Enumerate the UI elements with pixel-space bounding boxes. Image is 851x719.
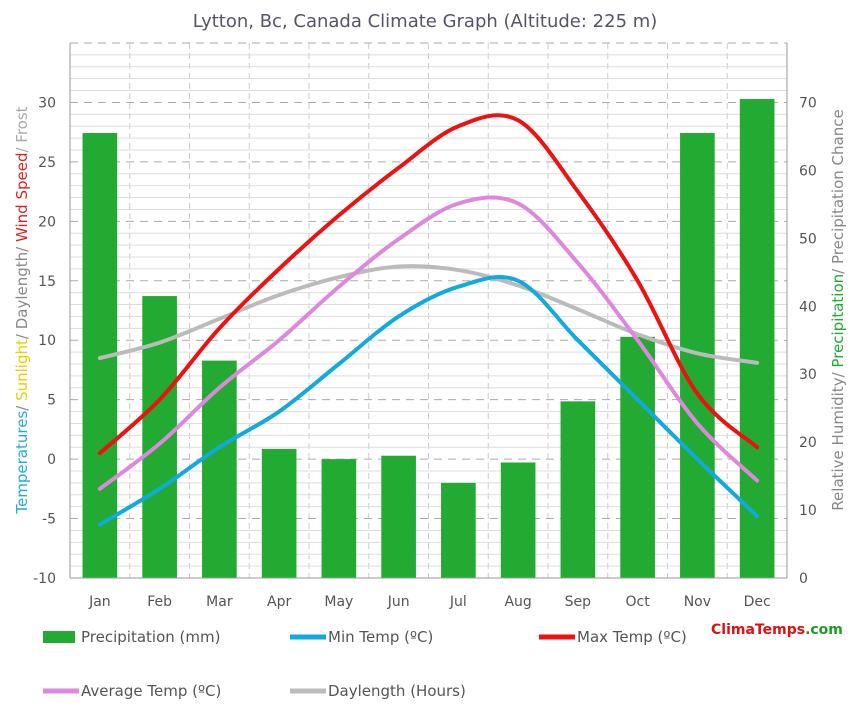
precipitation-bar-oct	[620, 336, 655, 578]
legend-item: Average Temp (ºC)	[43, 682, 221, 700]
legend-item: Max Temp (ºC)	[539, 628, 687, 646]
axis-label-part: Sunlight	[13, 339, 31, 401]
x-tick-label: Aug	[504, 594, 531, 610]
min-temp-line	[97, 275, 760, 527]
axis-label-part: Wind Speed	[13, 153, 31, 243]
legend-label: Daylength (Hours)	[328, 682, 466, 700]
left-tick-label: -10	[33, 571, 56, 587]
brand-part-clima: Clima	[711, 622, 755, 638]
left-tick-label: 15	[38, 274, 56, 290]
brand-part-temps: Temps	[755, 622, 805, 638]
brand-logo: ClimaTemps.com	[711, 622, 843, 638]
left-tick-label: 20	[38, 214, 56, 230]
precipitation-bar-may	[321, 459, 357, 578]
brand-part-com: .com	[805, 622, 843, 638]
axis-label-part: Temperatures	[13, 411, 31, 515]
max-temp-line	[97, 113, 760, 456]
legend-swatch	[43, 631, 75, 643]
precipitation-bars	[82, 99, 775, 579]
x-tick-label: Jan	[88, 594, 111, 610]
axis-label-part: / Precipitation Chance	[829, 109, 847, 274]
axis-label-part: /	[829, 368, 847, 378]
axis-label-part: /	[13, 401, 31, 411]
chart-title: Lytton, Bc, Canada Climate Graph (Altitu…	[193, 11, 658, 32]
precipitation-bar-jun	[381, 455, 416, 578]
axis-label-part: Relative Humidity	[829, 377, 847, 510]
average-temp-line	[97, 195, 760, 491]
x-tick-label: Sep	[565, 594, 592, 610]
precipitation-bar-sep	[560, 401, 596, 578]
daylength-line	[97, 264, 760, 365]
right-tick-label: 20	[799, 435, 817, 451]
legend-label: Average Temp (ºC)	[81, 682, 221, 700]
precipitation-bar-mar	[202, 360, 237, 578]
right-tick-label: 60	[799, 163, 817, 179]
x-tick-label: May	[324, 594, 353, 610]
x-tick-label: Oct	[626, 594, 651, 610]
left-tick-label: 30	[38, 95, 56, 111]
legend-label: Precipitation (mm)	[81, 628, 220, 646]
right-tick-label: 70	[799, 95, 817, 111]
x-tick-label: Apr	[267, 594, 291, 610]
temperature-lines	[97, 113, 760, 527]
right-tick-label: 40	[799, 299, 817, 315]
precipitation-bar-apr	[261, 448, 297, 578]
x-tick-label: Jun	[387, 594, 410, 610]
left-tick-label: 5	[47, 393, 56, 409]
axis-label-part: / Daylength	[13, 252, 31, 339]
precipitation-bar-jul	[441, 482, 476, 578]
x-tick-label: Mar	[206, 594, 233, 610]
legend: Precipitation (mm) Min Temp (ºC) Max Temp …	[43, 628, 687, 700]
grid	[69, 42, 788, 579]
axis-label-part: /	[13, 242, 31, 252]
legend-item: Precipitation (mm)	[43, 628, 220, 646]
axis-label-part: Precipitation	[829, 274, 847, 368]
precipitation-bar-aug	[500, 462, 536, 578]
x-tick-label: Feb	[147, 594, 172, 610]
legend-label: Max Temp (ºC)	[577, 628, 687, 646]
left-tick-label: 25	[38, 155, 56, 171]
right-tick-label: 50	[799, 231, 817, 247]
axes: -10 -5 0 5 10 15 20 25 30 0 10 20 30 40 50 60 70 Jan Feb Ma…	[13, 43, 847, 610]
right-tick-label: 0	[799, 571, 808, 587]
legend-item: Min Temp (ºC)	[290, 628, 433, 646]
right-axis-label: Relative Humidity/ Precipitation/ Precip…	[829, 109, 847, 510]
precipitation-bar-dec	[739, 99, 775, 579]
legend-label: Min Temp (ºC)	[328, 628, 433, 646]
x-tick-label: Nov	[684, 594, 711, 610]
left-tick-label: 10	[38, 333, 56, 349]
legend-item: Daylength (Hours)	[290, 682, 466, 700]
right-tick-label: 30	[799, 367, 817, 383]
x-tick-label: Jul	[449, 594, 467, 610]
x-tick-label: Dec	[744, 594, 771, 610]
axis-label-part: / Frost	[13, 106, 31, 152]
left-tick-label: 0	[47, 452, 56, 468]
left-axis-label: Temperatures/ Sunlight/ Daylength/ Wind …	[13, 106, 31, 514]
left-tick-label: -5	[42, 512, 56, 528]
right-tick-label: 10	[799, 503, 817, 519]
